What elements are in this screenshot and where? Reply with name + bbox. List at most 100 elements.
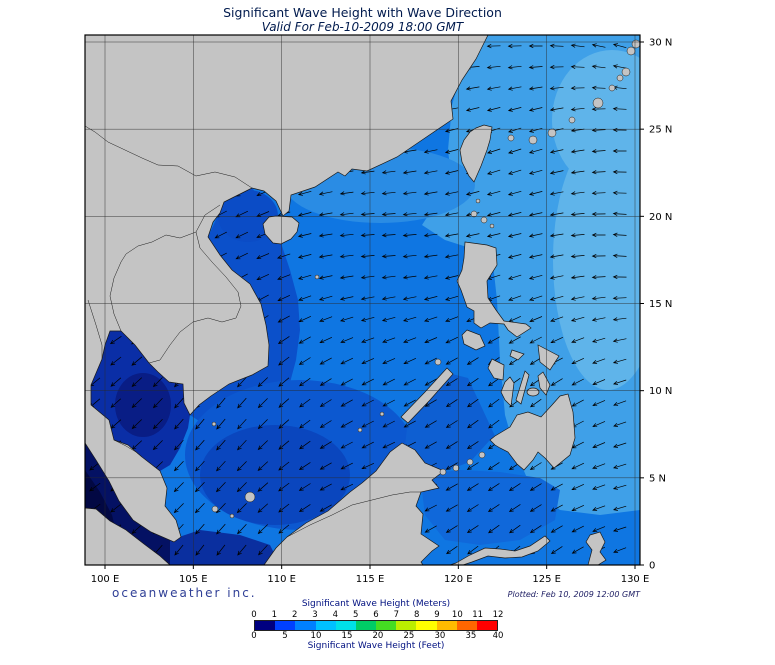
island-negros — [500, 376, 515, 407]
meters-tick-label: 7 — [393, 610, 400, 620]
island-mindanao — [489, 393, 576, 471]
x-tick-label: 120 E — [444, 574, 473, 585]
island-ryukyu — [507, 134, 515, 142]
feet-tick-label: 10 — [310, 631, 322, 641]
x-tick-label: 110 E — [267, 574, 296, 585]
legend-meters-title: Significant Wave Height (Meters) — [301, 599, 451, 609]
meters-tick-label: 12 — [492, 610, 504, 620]
field-pacific-light2 — [552, 50, 640, 190]
colorbar-segment — [335, 621, 356, 630]
island-sulu-chain — [439, 468, 447, 476]
border-borneo — [286, 491, 421, 538]
feet-tick-label: 35 — [465, 631, 477, 641]
island-borneo — [263, 442, 445, 565]
island-ryukyu — [592, 97, 604, 109]
field-gulf-thailand-core — [115, 373, 171, 437]
feet-tick-label: 5 — [282, 631, 288, 641]
colorbar-segment — [436, 621, 457, 630]
island-leyte — [537, 371, 551, 396]
colorbar-segment — [255, 621, 276, 630]
field-vietnam-coastal — [190, 188, 300, 435]
map-frame — [84, 34, 641, 566]
x-tick-label: 130 E — [621, 574, 650, 585]
island-condao — [211, 421, 217, 427]
meters-tick-label: 0 — [251, 610, 257, 620]
island-natuna — [244, 491, 256, 503]
meters-tick-label: 4 — [332, 610, 339, 620]
field-south-scs-core — [200, 425, 350, 525]
graticule — [85, 35, 640, 565]
island-babuyan — [470, 210, 478, 218]
island-babuyan — [480, 216, 488, 224]
island-babuyan — [489, 223, 495, 229]
island-sulu-chain — [452, 464, 460, 472]
feet-tick-label: 20 — [372, 631, 384, 641]
colorbar-segment — [376, 621, 397, 630]
island-anambas — [229, 513, 235, 519]
meters-tick-label: 6 — [373, 610, 379, 620]
island-mindoro — [461, 329, 486, 351]
island-sulawesi — [449, 535, 551, 565]
colorbar-segment — [275, 621, 296, 630]
island-ryukyu — [547, 128, 557, 138]
field-java-sea — [170, 530, 280, 565]
island-taiwan — [459, 124, 493, 183]
feet-tick-label: 25 — [403, 631, 415, 641]
landmass-mainland-asia — [85, 35, 489, 543]
y-tick-label: 20 N — [649, 212, 672, 223]
meters-tick-label: 9 — [434, 610, 440, 620]
island-ryukyu — [626, 46, 636, 56]
page-title: Significant Wave Height with Wave Direct… — [223, 5, 502, 20]
country-borders — [85, 125, 421, 538]
colorbar-segment — [456, 621, 477, 630]
island-spratly — [357, 427, 363, 433]
island-ryukyu — [568, 116, 576, 124]
legend-feet-title: Significant Wave Height (Feet) — [307, 641, 445, 651]
island-ryukyu — [631, 39, 640, 49]
border-laos-thailand — [109, 231, 197, 332]
y-tick-label: 10 N — [649, 386, 672, 397]
island-ryukyu — [621, 67, 631, 77]
axis-labels: 100 E 105 E 110 E 115 E 120 E 125 E 130 E 30 N 2… — [91, 38, 673, 585]
island-panay — [487, 358, 505, 381]
feet-tick-label: 15 — [341, 631, 353, 641]
border-vietnam-laos-cambodia — [148, 204, 242, 364]
legend-feet-ticks: 0 5 10 15 20 25 30 35 40 — [251, 631, 503, 641]
x-tick-label: 100 E — [91, 574, 120, 585]
meters-tick-label: 10 — [451, 610, 463, 620]
border-thailand-malaysia — [113, 439, 143, 458]
island-luzon — [456, 241, 532, 338]
meters-tick-label: 2 — [291, 610, 298, 620]
meters-tick-label: 3 — [312, 610, 318, 620]
field-celebes-sea — [420, 470, 560, 545]
meters-tick-label: 5 — [352, 610, 359, 620]
colorbar-segment — [416, 621, 437, 630]
island-palawan — [400, 367, 454, 424]
island-sulu-chain — [466, 458, 474, 466]
border-myanmar-thailand — [87, 299, 103, 359]
x-tick-label: 125 E — [532, 574, 561, 585]
island-batanes — [475, 198, 481, 204]
plotted-timestamp: Plotted: Feb 10, 2009 12:00 GMT — [507, 590, 640, 599]
island-cebu — [515, 370, 530, 405]
y-tick-label: 5 N — [649, 473, 666, 484]
island-masbate — [509, 349, 525, 361]
meters-tick-label: 1 — [271, 610, 278, 620]
island-samar — [537, 344, 560, 371]
colorbar-segment — [396, 621, 417, 630]
valid-time-subtitle: Valid For Feb-10-2009 18:00 GMT — [261, 20, 464, 34]
island-halmahera — [585, 531, 607, 565]
island-anambas — [211, 505, 219, 513]
meters-tick-label: 11 — [472, 610, 484, 620]
legend-meters-ticks: 0 1 2 3 4 5 6 7 8 9 10 11 12 — [251, 610, 503, 620]
feet-tick-label: 40 — [492, 631, 504, 641]
island-ryukyu — [616, 74, 624, 82]
colorbar-segment — [295, 621, 316, 630]
island-ryukyu — [528, 135, 538, 145]
x-tick-label: 115 E — [356, 574, 385, 585]
land-layer — [85, 35, 640, 565]
island-calamian — [434, 358, 442, 366]
